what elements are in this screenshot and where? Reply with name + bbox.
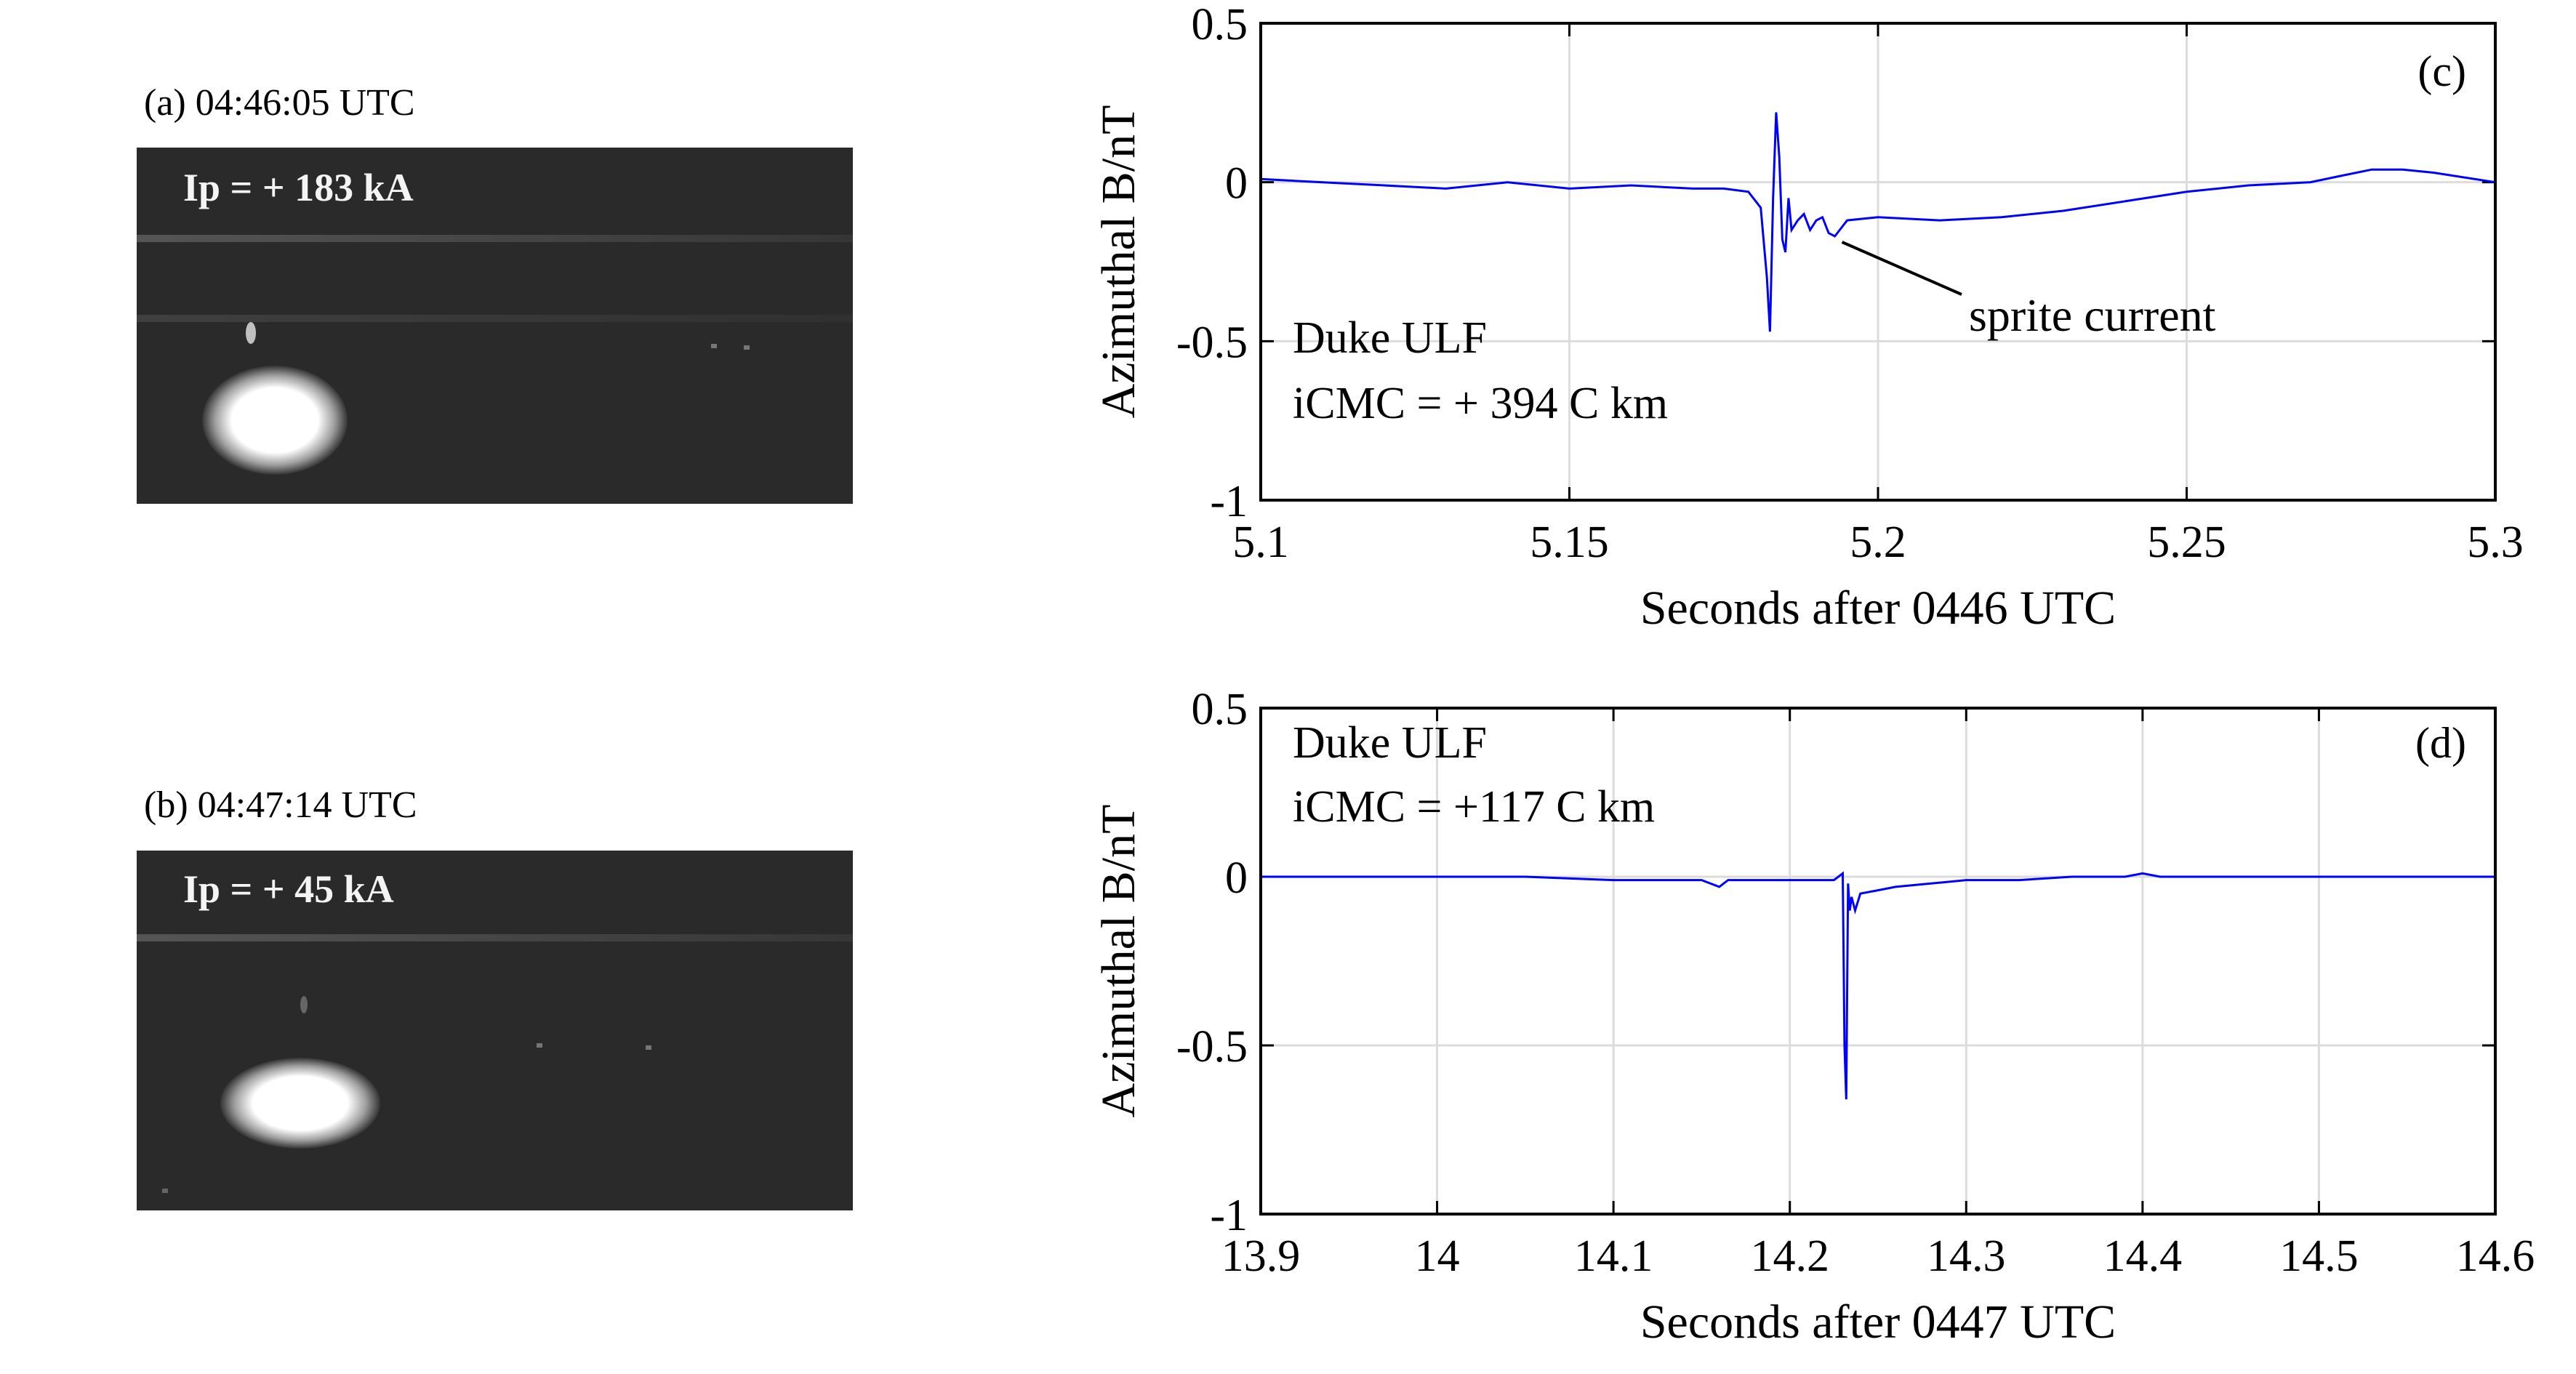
chart-c: 5.1 5.15 5.2 5.25 5.3 -1 -0.5 0 0.5 Azimuthal B/… [1092,0,2524,635]
y-tick-label: 0.5 [1192,0,1248,49]
y-axis-label: Azimuthal B/nT [1092,805,1145,1118]
x-tick-label: 14.4 [2103,1232,2183,1281]
annotation-icmc: iCMC = + 394 C km [1293,379,1668,428]
y-tick-label: -0.5 [1176,318,1248,367]
panel-label: (d) [2415,719,2466,767]
x-tick-label: 5.1 [1232,518,1289,567]
plot-frame [1259,707,2497,1216]
photo-spot [246,322,256,344]
grid [1259,22,2497,502]
annotation-station: Duke ULF [1293,718,1487,768]
x-axis-label: Seconds after 0446 UTC [1640,582,2116,635]
y-tick-label: 0.5 [1192,691,1248,734]
y-tick-label: -0.5 [1176,1022,1248,1072]
photo-streak [137,934,853,941]
photo-streak [137,235,853,242]
x-axis-label: Seconds after 0447 UTC [1640,1295,2116,1349]
photo-dot [646,1045,651,1050]
chart-d: 13.9 14 14.1 14.2 14.3 14.4 14.5 14.6 -1 -0.5 0 0.5… [1092,691,2535,1349]
x-tick-label: 14.1 [1574,1232,1653,1281]
series-line [1260,112,2496,332]
photo-dot [537,1043,542,1048]
y-tick-label: 0 [1225,159,1248,209]
photo-b-ip-label: Ip = + 45 kA [183,867,394,911]
y-tick-label: -1 [1210,1191,1248,1240]
ticks: 5.1 5.15 5.2 5.25 5.3 -1 -0.5 0 0.5 [1176,0,2524,567]
photo-flash [202,366,348,475]
photo-a: Ip = + 183 kA [137,148,853,504]
photo-streak [137,315,853,322]
x-tick-label: 5.15 [1530,518,1609,567]
annotation-icmc: iCMC = +117 C km [1293,782,1655,832]
y-tick-label: -1 [1210,477,1248,526]
x-tick-label: 14.2 [1750,1232,1829,1281]
x-tick-label: 13.9 [1221,1232,1301,1281]
photo-dot [162,1189,168,1193]
series-line [1261,871,2495,1100]
x-tick-label: 14 [1415,1232,1460,1281]
x-tick-label: 5.2 [1850,518,1906,567]
annotation-station: Duke ULF [1293,313,1487,363]
panel-label: (c) [2417,47,2466,95]
photo-spot [300,996,308,1013]
photo-a-caption: (a) 04:46:05 UTC [144,82,415,124]
plot-frame [1259,22,2497,502]
photo-b: Ip = + 45 kA [137,851,853,1210]
x-tick-label: 14.6 [2456,1232,2535,1281]
callout-line [1841,241,1962,296]
photo-dot [711,344,717,348]
photo-dot [744,345,750,350]
photo-b-caption: (b) 04:47:14 UTC [144,784,417,826]
y-tick-label: 0 [1225,853,1248,903]
x-tick-label: 14.5 [2279,1232,2359,1281]
x-tick-label: 14.3 [1927,1232,2006,1281]
callout-label: sprite current [1969,289,2216,341]
x-tick-label: 5.25 [2147,518,2226,567]
y-axis-label: Azimuthal B/nT [1092,105,1145,419]
photo-flash [220,1058,380,1149]
photo-a-ip-label: Ip = + 183 kA [183,166,414,209]
ticks: 13.9 14 14.1 14.2 14.3 14.4 14.5 14.6 -1 -0.5 0 0.5 [1176,691,2535,1281]
x-tick-label: 5.3 [2467,518,2524,567]
